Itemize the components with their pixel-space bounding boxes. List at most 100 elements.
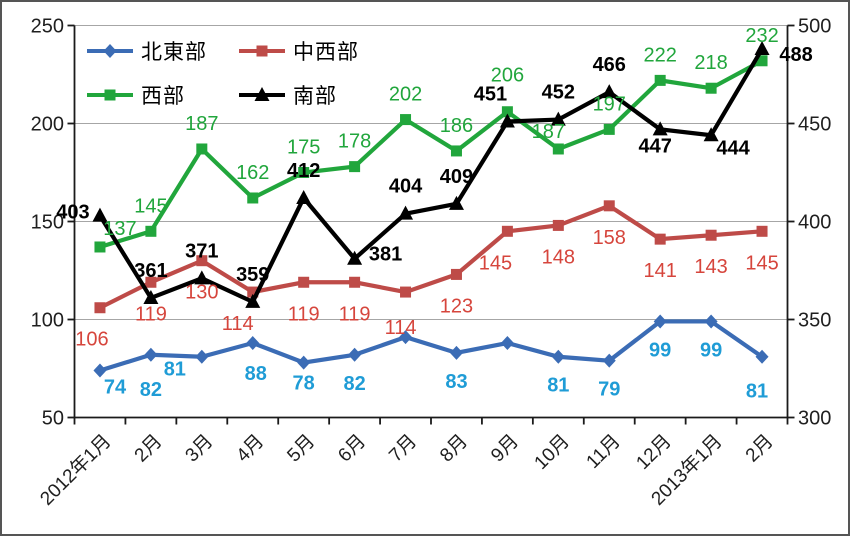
x-axis-label-13: 2月 <box>742 431 778 467</box>
series-midwest-point-4 <box>298 276 310 288</box>
x-axis-label-1: 2月 <box>131 431 167 467</box>
right-axis-label-500: 500 <box>798 16 831 38</box>
series-northeast-label-5: 82 <box>343 373 365 395</box>
series-south-point-3 <box>245 293 261 308</box>
series-south-point-7 <box>448 195 464 210</box>
series-northeast-label-0: 74 <box>104 376 127 398</box>
series-midwest-point-9 <box>552 219 564 231</box>
series-northeast-point-3 <box>246 336 260 351</box>
x-axis-label-6: 7月 <box>385 431 421 467</box>
series-south-point-10 <box>601 84 617 99</box>
series-west-label-0: 137 <box>103 218 136 240</box>
series-south-line <box>98 47 764 305</box>
series-midwest-label-2: 130 <box>185 282 218 304</box>
series-south-label-1: 361 <box>134 260 167 282</box>
series-midwest-point-7 <box>450 268 462 280</box>
series-west-label-2: 187 <box>185 113 218 135</box>
series-northeast-label-9: 81 <box>547 375 569 397</box>
series-west-point-12 <box>705 82 717 94</box>
series-south-label-8: 451 <box>474 84 507 106</box>
series-midwest-point-0 <box>94 302 106 314</box>
series-northeast-label-11: 99 <box>649 339 671 361</box>
series-northeast-label-10: 79 <box>598 379 620 401</box>
series-west-point-1 <box>145 225 157 237</box>
series-west-label-3: 162 <box>236 162 269 184</box>
x-axis-label-10: 11月 <box>583 431 625 473</box>
series-midwest-label-5: 119 <box>339 303 371 325</box>
series-west-label-13: 232 <box>745 25 778 47</box>
series-midwest-label-9: 148 <box>542 246 575 268</box>
series-west-label-7: 186 <box>440 115 473 137</box>
series-northeast-line <box>99 319 764 373</box>
series-midwest-point-10 <box>603 200 615 212</box>
left-axis-label-200: 200 <box>31 114 64 136</box>
series-south-label-11: 447 <box>638 135 671 157</box>
series-midwest-label-10: 158 <box>593 227 626 249</box>
series-south-label-13: 488 <box>779 44 812 66</box>
series-west-point-13 <box>756 55 768 67</box>
series-west-point-9 <box>552 143 564 155</box>
series-northeast-point-8 <box>500 336 514 351</box>
series-south-point-12 <box>703 127 719 142</box>
series-midwest-label-12: 143 <box>694 256 727 278</box>
series-south-point-8 <box>499 113 515 128</box>
series-midwest-point-8 <box>501 225 513 237</box>
right-axis-label-300: 300 <box>798 408 831 430</box>
series-west-point-7 <box>450 145 462 157</box>
series-south-label-3: 359 <box>236 264 269 286</box>
x-axis-label-9: 10月 <box>531 431 574 474</box>
x-axis-label-11: 12月 <box>632 431 675 474</box>
series-midwest-label-6: 114 <box>385 317 417 339</box>
series-midwest-label-11: 141 <box>643 260 676 282</box>
series-south-label-5: 381 <box>369 244 402 266</box>
series-northeast-label-13: 81 <box>746 381 768 403</box>
series-northeast-point-11 <box>653 314 667 329</box>
series-west-label-4: 175 <box>287 137 320 159</box>
left-axis-label-50: 50 <box>42 408 64 430</box>
series-northeast-point-9 <box>551 349 565 364</box>
series-northeast-label-2: 81 <box>164 359 186 381</box>
right-axis-label-400: 400 <box>798 212 831 234</box>
x-axis-label-4: 5月 <box>283 431 319 467</box>
series-northeast-point-6 <box>399 330 413 345</box>
series-south-label-4: 412 <box>287 160 320 182</box>
series-south-point-2 <box>194 270 210 285</box>
series-south-point-13 <box>754 41 770 56</box>
series-midwest-point-12 <box>705 229 717 241</box>
series-midwest-point-5 <box>349 276 361 288</box>
series-west-label-9: 187 <box>532 121 565 143</box>
series-northeast-point-4 <box>297 355 311 370</box>
series-south-label-7: 409 <box>440 166 473 188</box>
series-midwest-point-1 <box>145 276 157 288</box>
series-midwest-label-4: 119 <box>288 303 320 325</box>
series-west-point-0 <box>94 241 106 253</box>
series-west-point-11 <box>654 74 666 86</box>
series-west-point-6 <box>400 114 412 126</box>
series-south-label-0: 403 <box>56 202 89 224</box>
series-midwest-label-3: 114 <box>222 313 254 335</box>
series-midwest-point-11 <box>654 233 666 245</box>
series-northeast-label-1: 82 <box>140 379 162 401</box>
series-west-label-5: 178 <box>338 131 371 153</box>
right-axis-label-450: 450 <box>798 114 831 136</box>
series-south-point-5 <box>347 250 363 265</box>
series-northeast-label-7: 83 <box>445 371 467 393</box>
series-west-label-6: 202 <box>389 84 422 106</box>
series-west-label-1: 145 <box>134 195 167 217</box>
series-south-point-1 <box>143 289 159 304</box>
series-south-label-2: 371 <box>185 240 218 262</box>
series-south-point-0 <box>92 207 108 222</box>
series-northeast-point-13 <box>755 349 769 364</box>
series-south-label-12: 444 <box>716 137 750 159</box>
series-midwest-label-8: 145 <box>479 252 512 274</box>
series-midwest-point-13 <box>756 225 768 237</box>
series-midwest-label-0: 106 <box>75 329 108 351</box>
series-midwest-label-13: 145 <box>745 252 778 274</box>
series-south-point-11 <box>652 121 668 136</box>
series-south-point-6 <box>398 205 414 220</box>
series-midwest-point-2 <box>196 255 208 267</box>
right-axis-label-350: 350 <box>798 310 831 332</box>
left-axis-label-150: 150 <box>31 212 64 234</box>
